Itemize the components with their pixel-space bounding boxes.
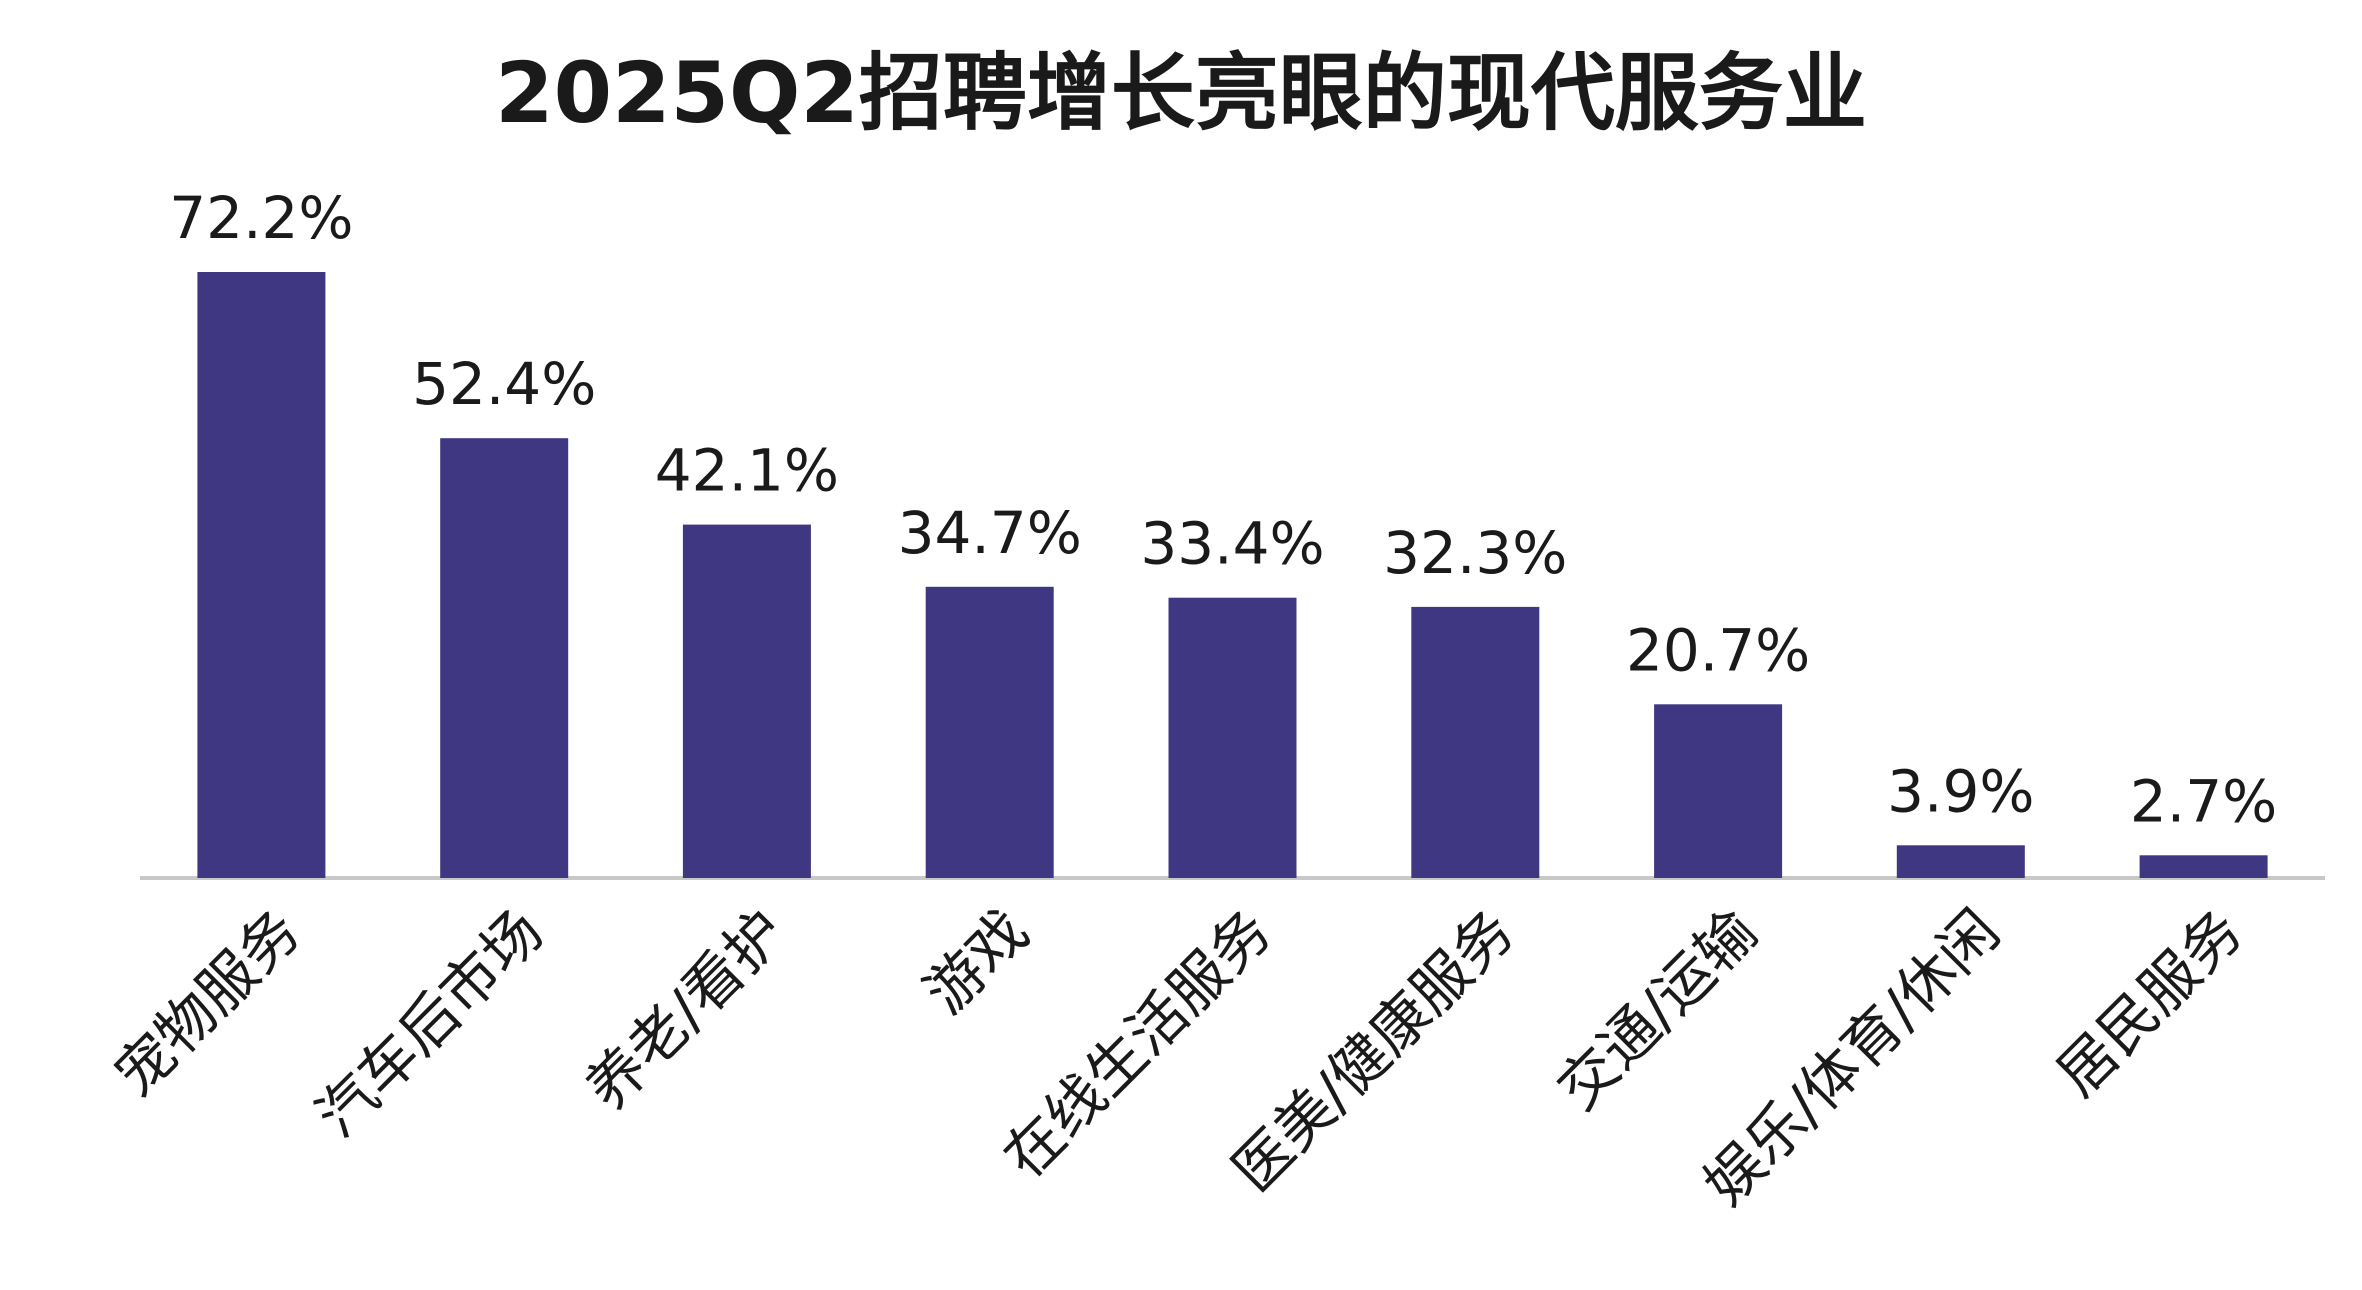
bar-7 [1654, 704, 1783, 878]
value-label-2: 52.4% [412, 350, 596, 418]
value-label-3: 42.1% [655, 437, 839, 505]
bar-2 [440, 438, 569, 878]
value-label-1: 72.2% [169, 184, 353, 252]
value-label-9: 2.7% [2130, 767, 2277, 835]
bar-3 [682, 524, 811, 878]
bar-4 [925, 586, 1054, 878]
category-label-7: 交通/运输 [1544, 897, 1770, 1123]
bar-1 [197, 272, 326, 878]
value-label-4: 34.7% [898, 499, 1082, 567]
bars-group [197, 272, 2268, 878]
value-label-5: 33.4% [1140, 510, 1324, 578]
bar-6 [1411, 606, 1540, 878]
category-label-4: 游戏 [911, 897, 1041, 1027]
value-label-6: 32.3% [1383, 519, 1567, 587]
category-label-9: 居民服务 [2043, 897, 2255, 1109]
value-label-8: 3.9% [1887, 757, 2034, 825]
bar-5 [1168, 597, 1297, 878]
bar-8 [1896, 845, 2025, 878]
category-label-1: 宠物服务 [101, 897, 313, 1109]
category-label-2: 汽车后市场 [303, 897, 556, 1150]
category-label-3: 养老/看护 [573, 897, 799, 1123]
value-labels-group: 72.2% 52.4% 42.1% 34.7% 33.4% 32.3% 20.7% 3.9% 2… [169, 184, 2277, 835]
value-label-7: 20.7% [1626, 616, 1810, 684]
bar-9 [2139, 855, 2268, 878]
chart-title: 2025Q2招聘增长亮眼的现代服务业 [495, 44, 1867, 142]
